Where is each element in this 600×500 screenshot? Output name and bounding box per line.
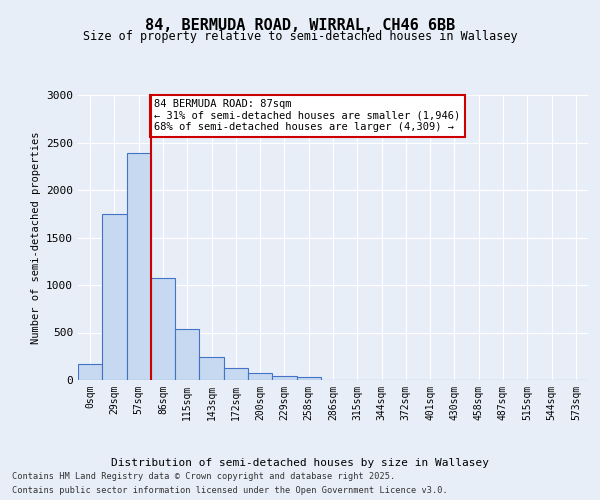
Text: 84, BERMUDA ROAD, WIRRAL, CH46 6BB: 84, BERMUDA ROAD, WIRRAL, CH46 6BB (145, 18, 455, 32)
Text: 84 BERMUDA ROAD: 87sqm
← 31% of semi-detached houses are smaller (1,946)
68% of : 84 BERMUDA ROAD: 87sqm ← 31% of semi-det… (155, 100, 461, 132)
Text: Contains HM Land Registry data © Crown copyright and database right 2025.: Contains HM Land Registry data © Crown c… (12, 472, 395, 481)
Bar (199, 357, 224, 380)
Bar (102, 214, 127, 380)
Bar (78, 364, 102, 380)
Y-axis label: Number of semi-detached properties: Number of semi-detached properties (31, 131, 41, 344)
Bar (151, 278, 175, 380)
Text: Contains public sector information licensed under the Open Government Licence v3: Contains public sector information licen… (12, 486, 448, 495)
Text: Size of property relative to semi-detached houses in Wallasey: Size of property relative to semi-detach… (83, 30, 517, 43)
Text: Distribution of semi-detached houses by size in Wallasey: Distribution of semi-detached houses by … (111, 458, 489, 468)
Bar (248, 373, 272, 380)
Bar (296, 377, 321, 380)
Bar (127, 153, 151, 380)
Bar (175, 328, 199, 380)
Bar (272, 376, 296, 380)
Bar (224, 368, 248, 380)
